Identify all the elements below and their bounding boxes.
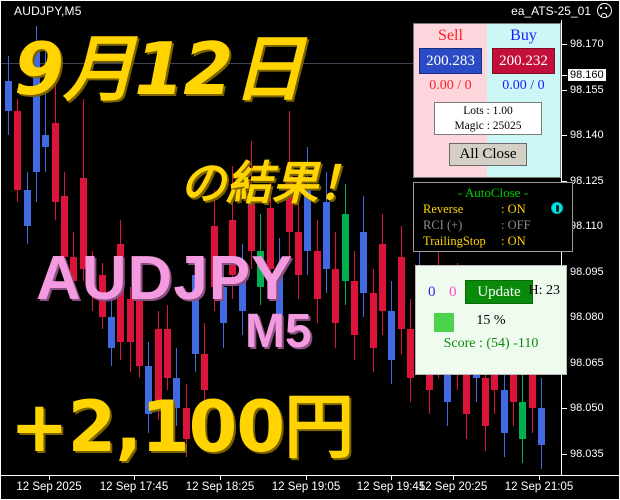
time-axis-label: 12 Sep 17:45 (99, 481, 169, 493)
price-tick (562, 180, 567, 182)
time-axis-label: 12 Sep 2025 (16, 481, 82, 493)
percent-value: 15 % (476, 313, 506, 328)
time-tick (391, 476, 392, 480)
price-axis-label: 98.170 (570, 38, 604, 51)
counter-blue-value: 0 (428, 284, 436, 300)
update-panel: 0 0 Update H: 23 15 % Score : (54) -110 (415, 265, 567, 375)
time-axis-label: 12 Sep 18:25 (185, 481, 255, 493)
rci-value: : OFF (501, 218, 531, 232)
counter-pink-value: 0 (449, 284, 457, 300)
time-axis-label: 12 Sep 19:05 (271, 481, 341, 493)
ea-name-label: ea_ATS-25_01 (511, 4, 591, 18)
all-close-button[interactable]: All Close (449, 143, 527, 166)
sell-label: Sell (438, 27, 463, 44)
overlay-timeframe-text: M5 (245, 305, 312, 358)
sell-profit-value: 0.00 / 0 (429, 78, 472, 93)
score-value: Score : (54) -110 (443, 336, 539, 351)
price-axis-label: 98.080 (570, 311, 604, 324)
price-axis[interactable]: 98.170 98.160 98.155 98.140 98.125 98.110 98.0… (561, 20, 619, 475)
price-tick (562, 89, 567, 91)
buy-label: Buy (510, 27, 537, 44)
price-axis-label: 98.140 (570, 129, 604, 142)
price-axis-label: 98.155 (570, 83, 604, 96)
price-tick (562, 408, 567, 410)
price-tick (562, 44, 567, 46)
price-tick (562, 135, 567, 137)
overlay-symbol-text: AUDJPY (36, 244, 294, 313)
time-axis-label: 12 Sep 21:05 (504, 481, 574, 493)
time-tick (49, 476, 50, 480)
trailingstop-label: TrailingStop (423, 234, 486, 248)
overlay-date-text: 9月12日 (14, 27, 304, 111)
sad-face-icon (597, 3, 612, 18)
chart-symbol-title: AUDJPY,M5 (14, 4, 82, 18)
overlay-result-text: の結果！ (180, 156, 364, 210)
time-axis[interactable]: 12 Sep 2025 12 Sep 17:45 12 Sep 18:25 12 Se… (1, 475, 619, 499)
buy-profit-value: 0.00 / 0 (502, 78, 545, 93)
buy-button[interactable]: 200.232 (492, 48, 555, 74)
rci-label: RCI (+) (423, 218, 463, 232)
price-axis-label: 98.065 (570, 356, 604, 369)
price-axis-label: 98.125 (570, 174, 604, 187)
autoclose-panel: - AutoClose - Reverse : ON RCI (+) : OFF T… (413, 182, 573, 252)
window-titlebar: AUDJPY,M5 ea_ATS-25_01 (1, 1, 619, 20)
time-axis-label: 12 Sep 20:25 (418, 481, 488, 493)
overlay-profit-text: +2,100円 (10, 386, 354, 468)
progress-swatch-icon (434, 313, 454, 332)
price-tick (562, 74, 567, 76)
time-tick (220, 476, 221, 480)
time-tick (453, 476, 454, 480)
autoclose-status-indicator-icon[interactable] (551, 202, 563, 214)
time-tick (306, 476, 307, 480)
autoclose-row-rci[interactable]: RCI (+) : OFF (423, 218, 531, 233)
price-tick (562, 453, 567, 455)
trailingstop-value: : ON (501, 234, 526, 248)
price-axis-label: 98.035 (570, 447, 604, 460)
lots-magic-info: Lots : 1.00 Magic : 25025 (434, 102, 542, 135)
autoclose-row-trailingstop[interactable]: TrailingStop : ON (423, 234, 526, 249)
current-price-label: 98.160 (568, 68, 606, 81)
reverse-value: : ON (501, 202, 526, 216)
sell-button[interactable]: 200.283 (419, 48, 482, 74)
lots-value: Lots : 1.00 (463, 105, 513, 117)
magic-value: Magic : 25025 (454, 120, 522, 132)
autoclose-title: - AutoClose - (457, 185, 529, 200)
reverse-label: Reverse (423, 202, 464, 216)
autoclose-row-reverse[interactable]: Reverse : ON (423, 202, 526, 217)
price-axis-label: 98.050 (570, 402, 604, 415)
trade-panel: Sell Buy 200.283 200.232 0.00 / 0 0.00 /… (413, 23, 561, 178)
price-axis-label: 98.110 (570, 220, 603, 233)
time-axis-label: 12 Sep 19:45 (356, 481, 426, 493)
time-tick (539, 476, 540, 480)
time-tick (134, 476, 135, 480)
chart-gridline (1, 63, 561, 64)
update-button[interactable]: Update (465, 280, 533, 304)
price-axis-label: 98.095 (570, 265, 604, 278)
hours-label: H: 23 (528, 283, 561, 298)
